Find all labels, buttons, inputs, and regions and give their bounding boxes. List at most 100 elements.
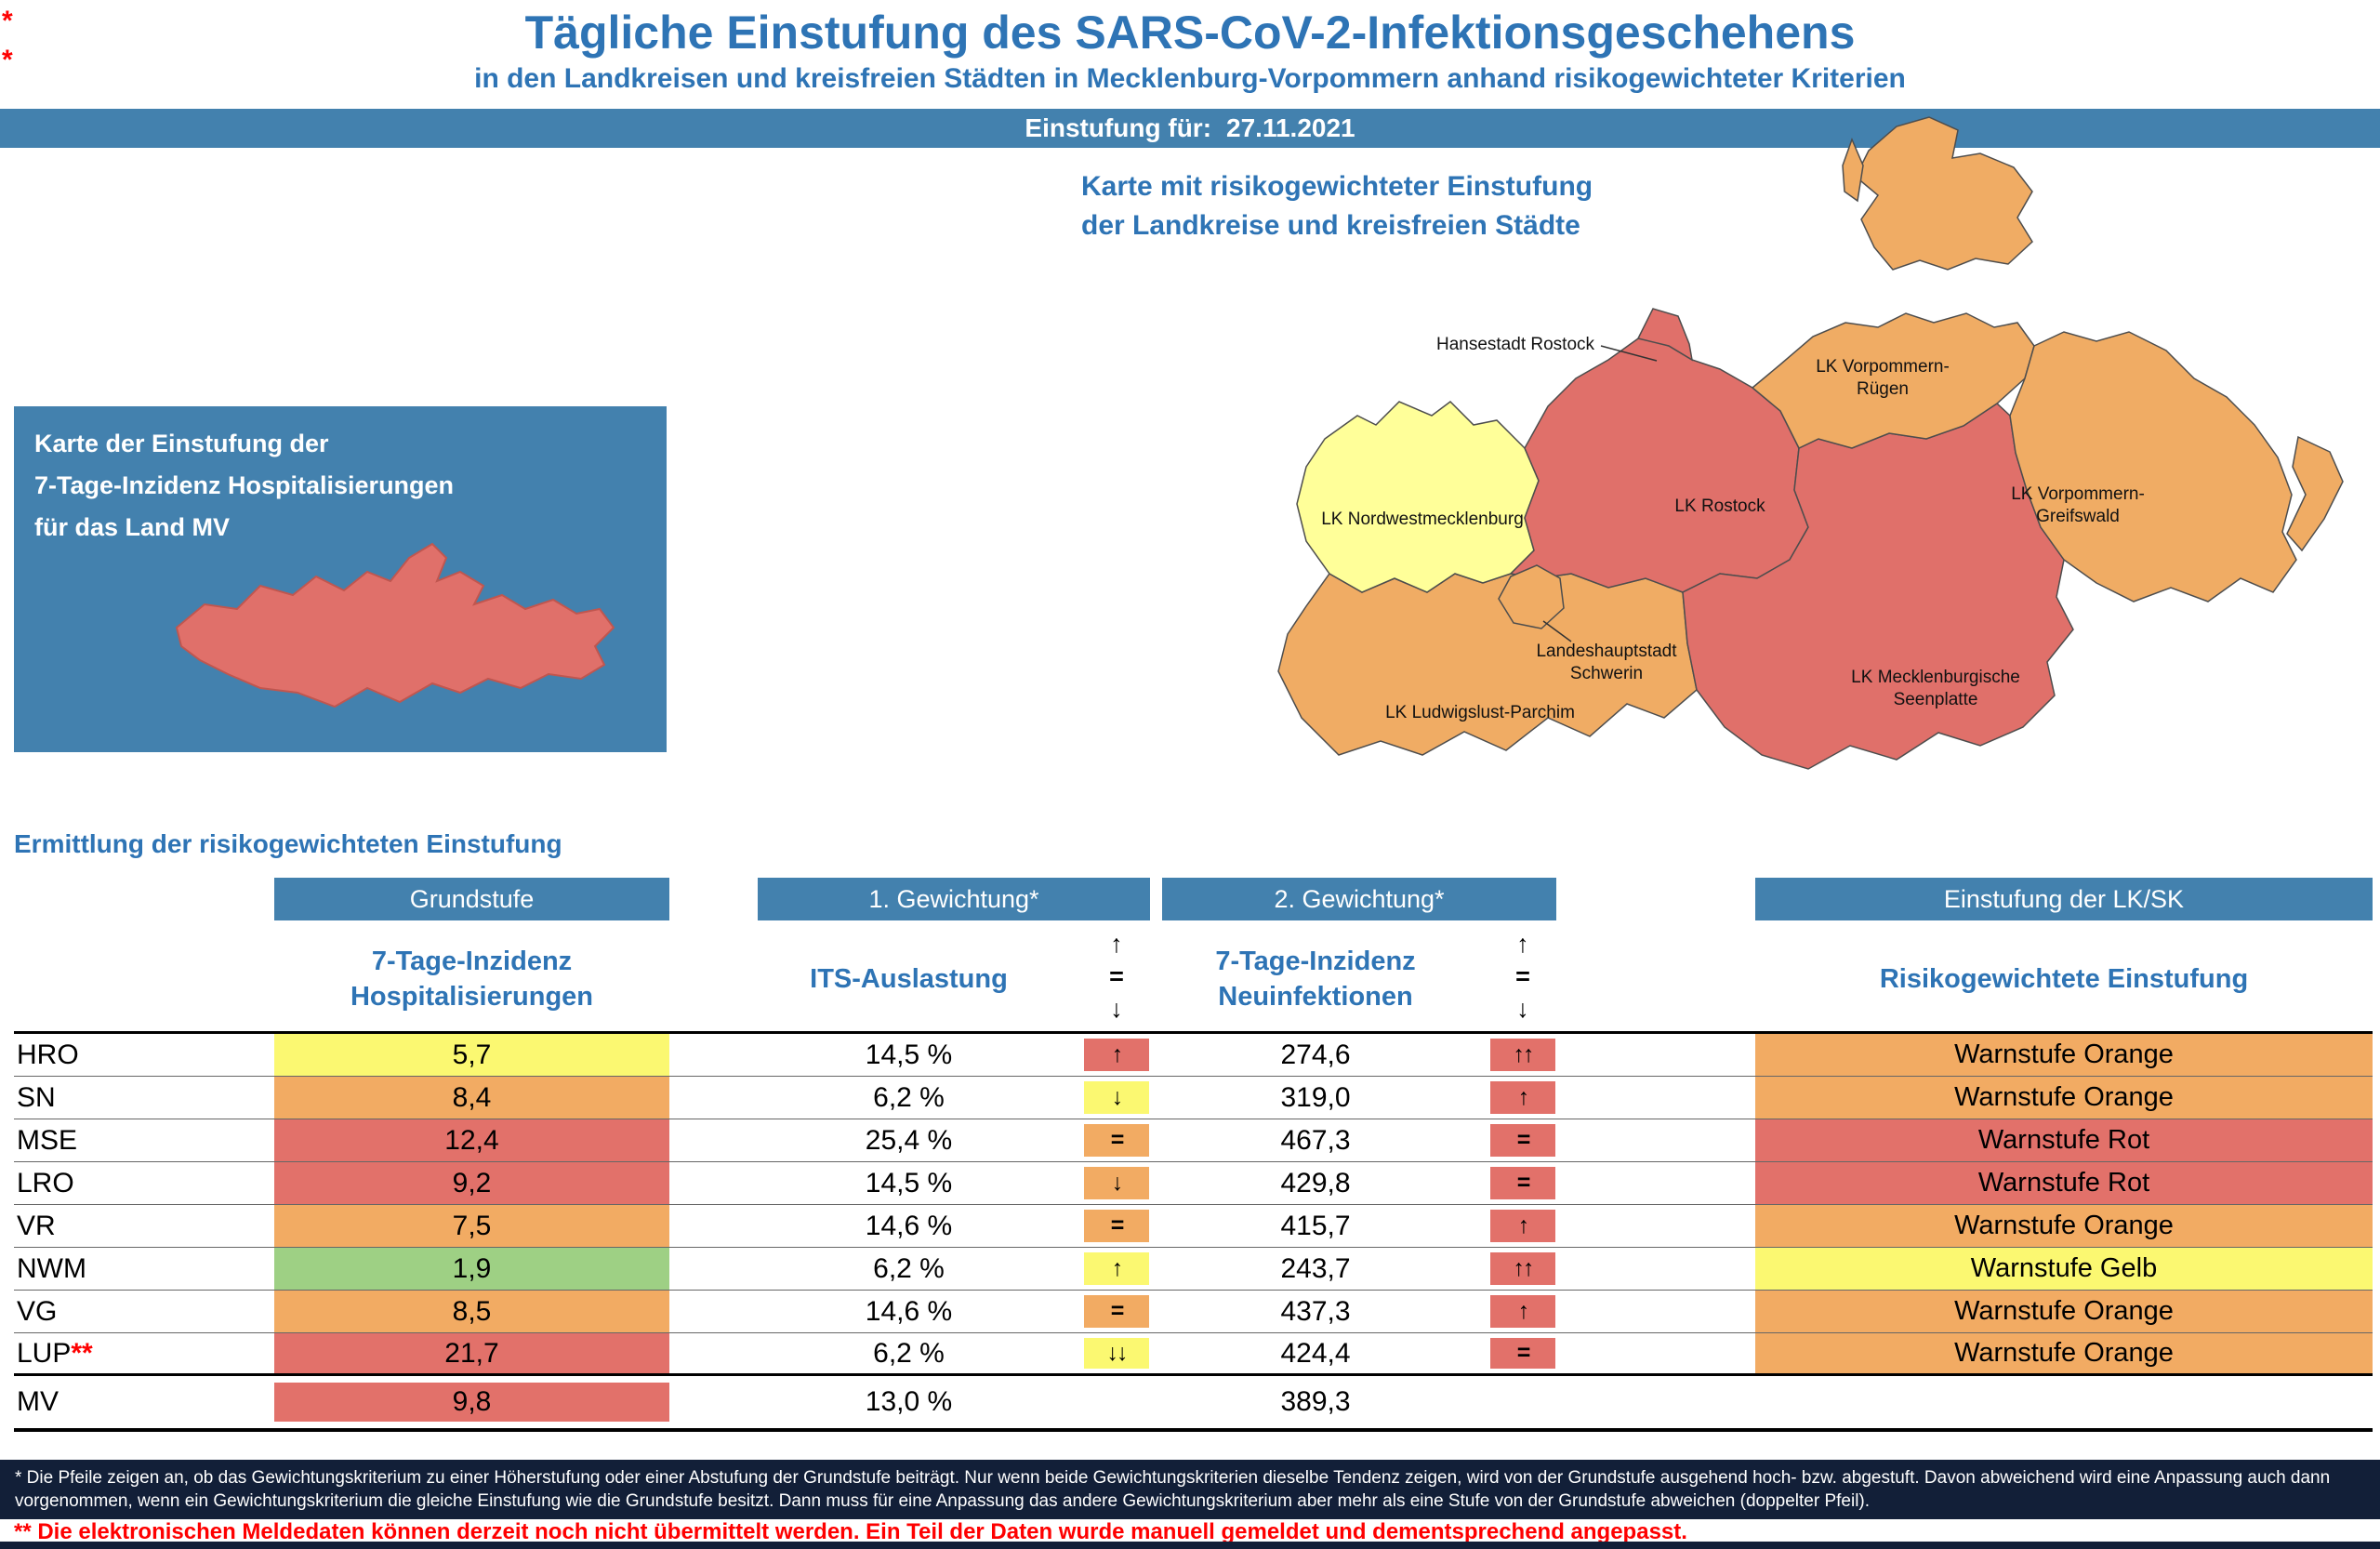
label-vorpommern-greifswald-1: LK Vorpommern-	[2011, 484, 2145, 504]
usedom-island	[2286, 435, 2344, 552]
bottom-bar	[0, 1542, 2380, 1549]
row-key: LRO	[17, 1167, 74, 1198]
weighting2-arrow-cell: =	[1490, 1167, 1555, 1199]
weighting1-arrow-cell: =	[1084, 1124, 1149, 1157]
risk-rating-cell: Warnstufe Orange	[1755, 1205, 2373, 1247]
table-row: HRO 5,7 14,5 % ↑ 274,6 ↑↑ Warnstufe Oran…	[14, 1034, 2373, 1077]
col-header-new-infections-incidence: 7-Tage-Inzidenz Neuinfektionen	[1215, 946, 1416, 1012]
weighting1-arrow-cell: ↓↓	[1084, 1338, 1149, 1369]
hospitalization-map-title-line1: Karte der Einstufung der	[34, 430, 329, 457]
row-key: VG	[17, 1295, 58, 1327]
summary-row-key: MV	[17, 1386, 59, 1417]
risk-map-title: Karte mit risikogewichteter Einstufung d…	[1081, 167, 1593, 245]
hiddensee-island	[1842, 137, 1864, 203]
summary-row-mv: MV 9,8 13,0 % 389,3	[14, 1376, 2373, 1432]
label-mecklenburgische-seenplatte-1: LK Mecklenburgische	[1851, 668, 2020, 687]
label-nordwestmecklenburg: LK Nordwestmecklenburg	[1321, 510, 1524, 529]
icu-occupancy-cell: 6,2 %	[873, 1081, 945, 1113]
row-key: MSE	[17, 1124, 78, 1156]
new-infections-cell: 274,6	[1280, 1039, 1351, 1070]
equals-icon: =	[1109, 962, 1124, 990]
region-schwerin	[1498, 564, 1565, 629]
new-infections-cell: 415,7	[1280, 1210, 1351, 1241]
mv-state-shape	[175, 542, 615, 708]
label-ludwigslust-parchim: LK Ludwigslust-Parchim	[1385, 703, 1575, 722]
risk-map: Hansestadt Rostock LK Vorpommern- Rügen …	[1277, 116, 2344, 770]
table-row: NWM 1,9 6,2 % ↑ 243,7 ↑↑ Warnstufe Gelb	[14, 1248, 2373, 1291]
table-row: LRO 9,2 14,5 % ↓ 429,8 = Warnstufe Rot	[14, 1162, 2373, 1205]
table-row: LUP ** 21,7 6,2 % ↓↓ 424,4 = Warnstufe Or…	[14, 1333, 2373, 1376]
icu-occupancy-cell: 6,2 %	[873, 1252, 945, 1284]
left-margin-mark: *	[2, 45, 13, 75]
weighting2-arrow-cell: =	[1490, 1338, 1555, 1369]
region-vorpommern-greifswald	[2009, 331, 2297, 602]
arrow-up-icon: ↑	[1110, 930, 1123, 958]
hospitalization-incidence-cell: 21,7	[274, 1333, 669, 1373]
group-header-gewichtung1: 1. Gewichtung*	[758, 878, 1150, 920]
row-key-suffix: **	[71, 1337, 93, 1369]
risk-rating-cell: Warnstufe Gelb	[1755, 1248, 2373, 1290]
risk-rating-cell: Warnstufe Orange	[1755, 1034, 2373, 1076]
ruegen-island	[1855, 116, 2033, 271]
weighting2-arrow-cell: =	[1490, 1124, 1555, 1157]
footnote-bar: * Die Pfeile zeigen an, ob das Gewichtun…	[0, 1460, 2380, 1519]
risk-rating-cell: Warnstufe Rot	[1755, 1162, 2373, 1204]
hospitalization-map-box: Karte der Einstufung der 7-Tage-Inzidenz…	[14, 406, 667, 752]
risk-rating-cell: Warnstufe Orange	[1755, 1077, 2373, 1119]
risk-map-title-line1: Karte mit risikogewichteter Einstufung	[1081, 171, 1593, 202]
table-row: MSE 12,4 25,4 % = 467,3 = Warnstufe Rot	[14, 1119, 2373, 1162]
page-title: Tägliche Einstufung des SARS-CoV-2-Infek…	[524, 7, 1856, 59]
left-margin-mark: *	[2, 6, 13, 36]
label-mecklenburgische-seenplatte-2: Seenplatte	[1894, 690, 1978, 709]
hospitalization-map-title-line2: 7-Tage-Inzidenz Hospitalisierungen	[34, 471, 455, 499]
schwerin-callout-line	[1542, 620, 1572, 642]
arrow-up-icon: ↑	[1516, 930, 1529, 958]
col-header-risk-rating: Risikogewichtete Einstufung	[1879, 963, 2249, 994]
weighting2-arrow-cell: ↑	[1490, 1081, 1555, 1114]
summary-icu-cell: 13,0 %	[865, 1386, 953, 1417]
weighting2-arrow-cell: ↑↑	[1490, 1252, 1555, 1285]
icu-occupancy-cell: 25,4 %	[865, 1124, 953, 1156]
row-key: HRO	[17, 1039, 79, 1070]
weighting1-arrow-cell: =	[1084, 1210, 1149, 1242]
equals-icon: =	[1515, 962, 1530, 990]
hospitalization-incidence-cell: 1,9	[274, 1248, 669, 1290]
weighting1-arrow-cell: ↓	[1084, 1081, 1149, 1114]
new-infections-cell: 467,3	[1280, 1124, 1351, 1156]
icu-occupancy-cell: 14,6 %	[865, 1295, 953, 1327]
new-infections-cell: 243,7	[1280, 1252, 1351, 1284]
group-header-grundstufe: Grundstufe	[274, 878, 669, 920]
row-key: LUP **	[17, 1337, 93, 1369]
label-schwerin-1: Landeshauptstadt	[1536, 642, 1677, 661]
risk-rating-cell: Warnstufe Orange	[1755, 1291, 2373, 1332]
footnote-double-star-text: ** Die elektronischen Meldedaten können …	[14, 1519, 1687, 1544]
hospitalization-map-title-line3: für das Land MV	[34, 513, 231, 541]
label-vorpommern-ruegen-1: LK Vorpommern-	[1816, 357, 1950, 377]
hospitalization-incidence-cell: 12,4	[274, 1119, 669, 1161]
rostock-callout-line	[1600, 345, 1658, 362]
icu-occupancy-cell: 6,2 %	[873, 1337, 945, 1369]
arrow-legend-2: ↑ = ↓	[1489, 926, 1556, 1031]
weighting1-arrow-cell: =	[1084, 1295, 1149, 1328]
risk-rating-cell: Warnstufe Orange	[1755, 1333, 2373, 1373]
table-row: SN 8,4 6,2 % ↓ 319,0 ↑ Warnstufe Orange	[14, 1077, 2373, 1119]
label-schwerin-2: Schwerin	[1570, 664, 1643, 683]
risk-map-title-line2: der Landkreise und kreisfreien Städte	[1081, 210, 1580, 241]
weighting2-arrow-cell: ↑	[1490, 1295, 1555, 1328]
hospitalization-map-title: Karte der Einstufung der 7-Tage-Inzidenz…	[14, 406, 667, 549]
new-infections-cell: 437,3	[1280, 1295, 1351, 1327]
table-row: VG 8,5 14,6 % = 437,3 ↑ Warnstufe Orange	[14, 1291, 2373, 1333]
classification-table: Grundstufe 1. Gewichtung* 2. Gewichtung*…	[14, 878, 2373, 1432]
weighting2-arrow-cell: ↑↑	[1490, 1039, 1555, 1071]
col-header-hospitalization-incidence: 7-Tage-Inzidenz Hospitalisierungen	[350, 946, 594, 1012]
table-row: VR 7,5 14,6 % = 415,7 ↑ Warnstufe Orange	[14, 1205, 2373, 1248]
label-vorpommern-greifswald-2: Greifswald	[2036, 507, 2120, 526]
summary-new-infections-cell: 389,3	[1280, 1386, 1351, 1417]
mv-state-silhouette-map	[175, 542, 615, 708]
label-vorpommern-ruegen-2: Rügen	[1857, 379, 1909, 399]
date-banner-label: Einstufung für:	[1025, 113, 1212, 142]
summary-hospitalization-cell: 9,8	[274, 1383, 669, 1422]
hospitalization-incidence-cell: 8,5	[274, 1291, 669, 1332]
hospitalization-incidence-cell: 5,7	[274, 1034, 669, 1076]
